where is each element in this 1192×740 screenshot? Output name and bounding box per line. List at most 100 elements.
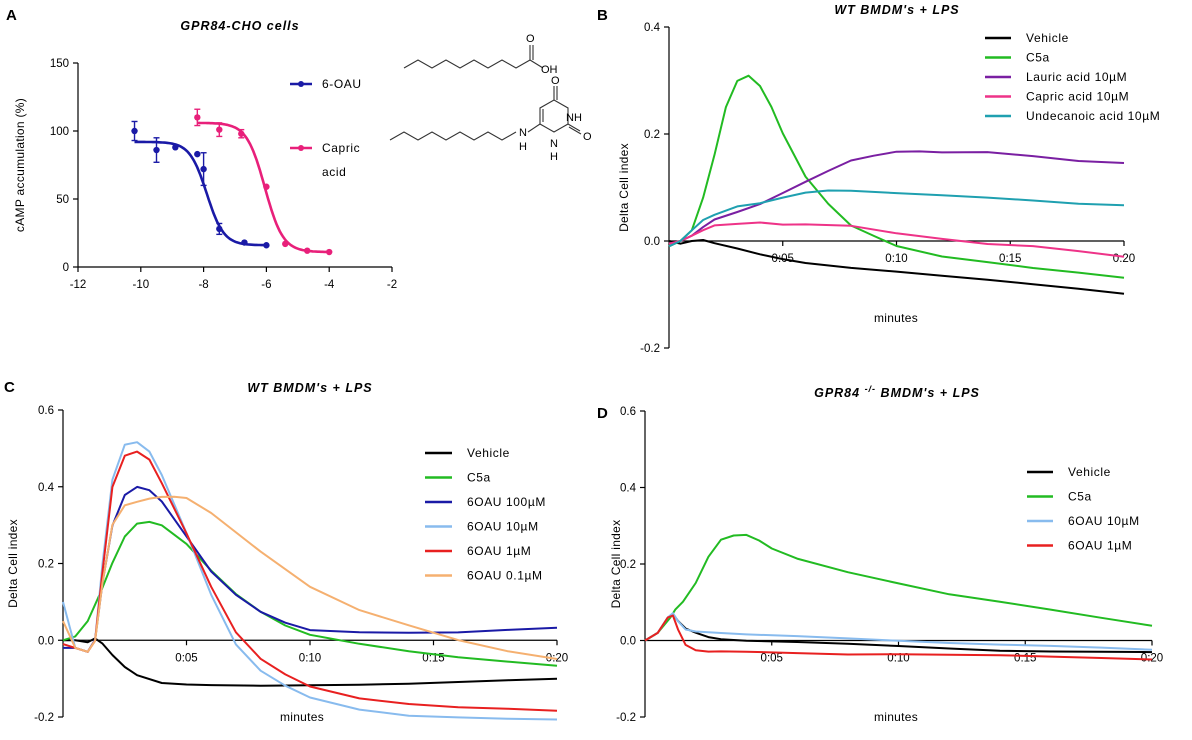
data-point-6-oau: [194, 150, 201, 158]
x-axis-label: minutes: [280, 710, 324, 724]
y-tick-label: 0.4: [644, 22, 661, 34]
y-tick-label: 0.4: [38, 482, 55, 494]
series-line-undecanoic-acid-10-m: [668, 189, 1125, 248]
data-point-capric-acid: [194, 114, 201, 121]
panel-letter: C: [4, 379, 15, 396]
hydroxyl-bond: [529, 59, 544, 69]
y-tick-label: 100: [50, 126, 69, 138]
panel-letter: A: [6, 7, 17, 24]
data-point-6-oau: [172, 144, 179, 151]
uracil-ring: [539, 99, 569, 133]
y-tick-label: 0.6: [620, 406, 636, 418]
data-point-capric-acid: [238, 130, 245, 137]
data-point-capric-acid: [263, 183, 270, 190]
data-point-capric-acid: [326, 248, 333, 256]
y-tick-label: 50: [56, 194, 69, 206]
panel-b: B WT BMDM's + LPS -0.2 0.0 0.2 0.4 Delta Cell …: [597, 3, 1160, 355]
x-tick-label: -12: [70, 279, 87, 291]
y-tick-label: 0.6: [38, 405, 54, 417]
legend-label: 6OAU 0.1µM: [467, 569, 543, 583]
series-line-6oau-1-m: [644, 614, 1153, 661]
legend-label: 6OAU 100µM: [467, 495, 546, 509]
panel-d: D GPR84 -/- BMDM's + LPS -0.2 0.0 0.2 0.4 0.6 D…: [597, 384, 1163, 724]
y-tick-label: 0.0: [644, 236, 660, 248]
y-tick-label: 0.2: [38, 559, 54, 571]
legend-label: acid: [322, 165, 346, 179]
legend-label: Undecanoic acid 10µM: [1026, 109, 1160, 123]
x-axis-label: minutes: [874, 311, 918, 325]
title-superscript: -/-: [865, 384, 877, 394]
legend-label: Capric acid 10µM: [1026, 90, 1129, 104]
fit-curve-6-oau: [134, 140, 267, 247]
series-line-6oau-10-m: [644, 612, 1153, 651]
panel-c: C WT BMDM's + LPS -0.2 0.0 0.2 0.4 0.6 Delta Ce…: [4, 379, 568, 724]
atom-label-o: O: [551, 75, 560, 87]
x-tick-label: -2: [387, 279, 397, 291]
data-point-capric-acid: [304, 247, 311, 254]
data-point-capric-acid: [282, 240, 289, 248]
legend-label: C5a: [1068, 490, 1092, 504]
panel-a: A GPR84-CHO cells 0 50 100 150 cAMP accumulati…: [6, 7, 592, 291]
legend-label: Vehicle: [1026, 31, 1069, 45]
panel-letter: B: [597, 7, 608, 24]
x-tick-label: 0:15: [1014, 653, 1036, 665]
data-point-6-oau: [241, 239, 248, 246]
x-tick-label: 0:05: [175, 652, 197, 664]
legend-label: 6OAU 1µM: [467, 544, 531, 558]
x-tick-label: 0:10: [887, 653, 909, 665]
x-tick-label: -6: [261, 279, 271, 291]
y-tick-label: -0.2: [616, 712, 636, 724]
legend-label: 6-OAU: [322, 77, 362, 91]
atom-label-oh: OH: [541, 64, 558, 76]
y-tick-label: 0.4: [620, 483, 637, 495]
chemical-structures: [389, 45, 582, 141]
atom-label-o: O: [583, 131, 592, 143]
y-tick-label: 150: [50, 58, 69, 70]
x-tick-label: -4: [324, 279, 335, 291]
series-line-c5a: [644, 533, 1153, 642]
legend-label: Vehicle: [467, 446, 510, 460]
series-line-vehicle: [63, 637, 558, 687]
x-axis-label: minutes: [874, 710, 918, 724]
data-point-6-oau: [131, 127, 138, 135]
data-point-capric-acid: [216, 126, 223, 133]
data-point-6-oau: [153, 146, 160, 154]
title-part: BMDM's + LPS: [876, 386, 980, 400]
y-axis-label: Delta Cell index: [6, 519, 20, 608]
y-tick-label: -0.2: [34, 712, 54, 724]
atom-label-h: H: [550, 151, 558, 163]
amine-bond: [527, 123, 541, 133]
capric-acid-chain: [403, 59, 531, 69]
legend-label: Capric: [322, 141, 360, 155]
title-part: GPR84: [814, 386, 864, 400]
legend-label: 6OAU 10µM: [1068, 514, 1140, 528]
y-tick-label: 0.2: [644, 129, 660, 141]
series-line-6oau-0-1-m: [62, 495, 558, 660]
atom-label-o: O: [526, 33, 535, 45]
6-oau-chain: [389, 131, 517, 141]
data-point-6-oau: [216, 225, 223, 233]
panel-title: WT BMDM's + LPS: [247, 381, 372, 395]
panel-title: WT BMDM's + LPS: [834, 3, 959, 17]
legend-label: C5a: [467, 471, 491, 485]
y-tick-label: 0.2: [620, 559, 636, 571]
x-tick-label: 0:10: [299, 652, 321, 664]
series-line-vehicle: [668, 239, 1125, 295]
ring-carbonyl-right: [567, 123, 581, 132]
series-line-c5a: [668, 74, 1125, 279]
legend-label: C5a: [1026, 51, 1050, 65]
legend-label: 6OAU 10µM: [467, 520, 539, 534]
x-tick-label: 0:15: [999, 253, 1021, 265]
series-line-capric-acid-10-m: [668, 221, 1125, 258]
y-tick-label: 0.0: [38, 635, 54, 647]
panel-title: GPR84-CHO cells: [180, 19, 299, 33]
x-tick-label: -10: [132, 279, 149, 291]
ring-carbonyl-right: [568, 126, 582, 135]
legend-marker: [298, 145, 304, 151]
data-point-6-oau: [263, 242, 270, 249]
series-line-lauric-acid-10-m: [668, 150, 1125, 245]
x-tick-label: 0:10: [885, 253, 907, 265]
panel-letter: D: [597, 405, 608, 422]
atom-label-n: N: [519, 127, 527, 139]
